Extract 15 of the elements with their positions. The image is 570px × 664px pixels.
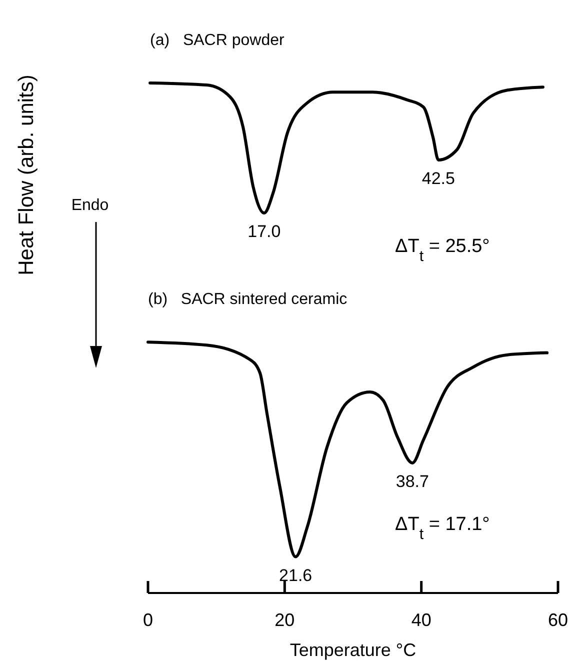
annotation: ΔT$_{t}$ = 17.1° bbox=[395, 514, 490, 542]
x-axis-title: Temperature °C bbox=[290, 640, 416, 660]
y-axis-title: Heat Flow (arb. units) bbox=[15, 74, 38, 276]
annotation: 38.7 bbox=[396, 472, 429, 491]
annotation: 17.0 bbox=[248, 222, 281, 242]
x-tick-label: 20 bbox=[274, 610, 295, 630]
text: Endo bbox=[71, 197, 109, 214]
x-tick-label: 60 bbox=[548, 610, 568, 630]
x-tick-label: 40 bbox=[411, 610, 432, 630]
text: (b) SACR sintered ceramic bbox=[148, 291, 348, 308]
annotation: 21.6 bbox=[279, 566, 312, 585]
text: (a) SACR powder bbox=[150, 32, 285, 49]
annotation: ΔT$_{t}$ = 25.5° bbox=[395, 236, 490, 264]
x-tick-label: 0 bbox=[142, 610, 154, 630]
annotation: 42.5 bbox=[422, 169, 455, 188]
